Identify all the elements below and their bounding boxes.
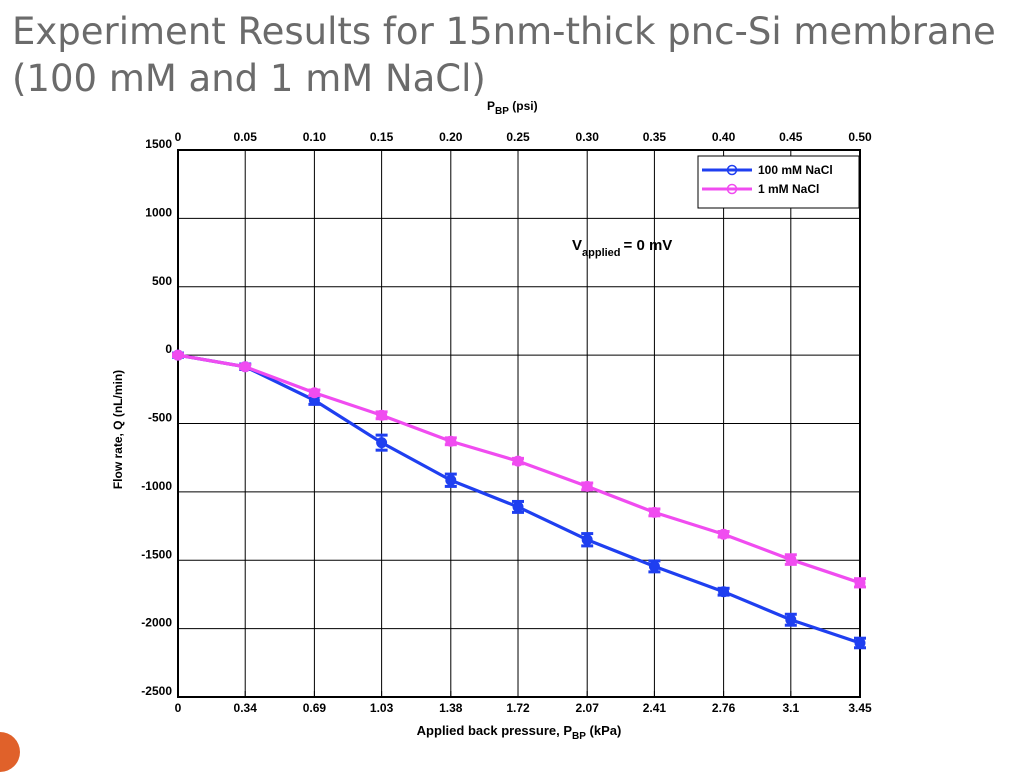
y-tick-label: 1500: [145, 137, 172, 151]
series-line: [177, 353, 861, 585]
legend-marker: [726, 164, 738, 176]
y-axis-title: Flow rate, Q (nL/min): [111, 370, 125, 489]
x-tick-label: 3.1: [782, 701, 799, 715]
y-tick-label: -2000: [141, 616, 172, 630]
data-point: [648, 560, 660, 572]
legend-label: 1 mM NaCl: [758, 182, 819, 196]
data-point: [512, 501, 524, 513]
data-point: [785, 614, 797, 626]
data-point: [581, 534, 593, 546]
x-tick-label: 0.34: [234, 701, 258, 715]
x-tick-label: 2.76: [712, 701, 736, 715]
y-tick-label: -500: [148, 411, 172, 425]
top-axis-title-main: P: [487, 99, 495, 113]
data-point: [854, 637, 866, 649]
data-point: [512, 455, 524, 467]
data-point: [239, 361, 251, 373]
y-tick-label: 1000: [145, 205, 172, 219]
data-point: [718, 528, 730, 540]
data-point: [648, 506, 660, 518]
legend-marker: [726, 183, 738, 195]
top-axis-title: PBP (psi): [487, 99, 538, 117]
y-tick-label: 500: [152, 274, 172, 288]
top-x-tick-label: 0.05: [234, 130, 258, 144]
plot-frame: [177, 149, 861, 698]
x-tick-label: 3.45: [848, 701, 872, 715]
data-point: [445, 435, 457, 447]
top-axis-title-sub: BP: [495, 106, 509, 117]
x-tick-label: 0: [175, 701, 182, 715]
data-point: [581, 480, 593, 492]
annotation-main: V: [572, 237, 582, 254]
series-line: [177, 353, 861, 645]
slide-title-line1: Experiment Results for 15nm-thick pnc-Si…: [12, 10, 996, 53]
x-tick-label: 2.41: [643, 701, 667, 715]
voltage-annotation: Vapplied = 0 mV: [572, 237, 672, 259]
annotation-rest: = 0 mV: [624, 237, 673, 254]
top-x-tick-label: 0.35: [643, 130, 667, 144]
slide-title-line2: (100 mM and 1 mM NaCl): [12, 57, 486, 100]
data-point: [785, 554, 797, 566]
data-point: [718, 586, 730, 598]
data-point: [445, 474, 457, 486]
y-tick-label: 0: [165, 342, 172, 356]
x-tick-label: 1.03: [370, 701, 394, 715]
top-x-tick-label: 0.40: [712, 130, 736, 144]
top-x-tick-label: 0.20: [439, 130, 463, 144]
slide-title: Experiment Results for 15nm-thick pnc-Si…: [12, 8, 1012, 102]
top-axis-title-unit: (psi): [509, 99, 538, 113]
x-axis-title-sub: BP: [572, 731, 586, 742]
top-x-tick-label: 0.15: [370, 130, 394, 144]
top-x-tick-label: 0.10: [303, 130, 327, 144]
series-layer: [172, 349, 866, 650]
grid-layer: [177, 149, 861, 698]
top-x-tick-label: 0.30: [576, 130, 600, 144]
x-axis-title: Applied back pressure, PBP (kPa): [417, 723, 622, 742]
x-tick-label: 0.69: [303, 701, 327, 715]
x-axis-title-unit: (kPa): [586, 723, 621, 738]
ticks-layer: 0 0 0.34 0.05 0.69 0.10 1.03 0.15 1.38 0.20 1.72 0.…: [141, 130, 872, 715]
x-tick-label: 1.72: [506, 701, 530, 715]
legend: 100 mM NaCl 1 mM NaCl: [697, 155, 860, 209]
top-x-tick-label: 0.50: [848, 130, 872, 144]
data-point: [172, 349, 184, 361]
y-tick-label: -1500: [141, 547, 172, 561]
top-x-tick-label: 0.25: [506, 130, 530, 144]
data-point: [376, 437, 388, 449]
x-axis-title-main: Applied back pressure, P: [417, 723, 573, 738]
data-point: [854, 577, 866, 589]
top-x-tick-label: 0: [175, 130, 182, 144]
data-point: [308, 387, 320, 399]
series-0: [172, 349, 866, 650]
annotation-sub: applied: [582, 247, 621, 259]
top-x-tick-label: 0.45: [779, 130, 803, 144]
data-point: [376, 409, 388, 421]
flow-rate-chart: 0 0 0.34 0.05 0.69 0.10 1.03 0.15 1.38 0.20 1.72 0.…: [111, 99, 872, 742]
legend-label: 100 mM NaCl: [758, 163, 833, 177]
y-tick-label: -1000: [141, 479, 172, 493]
legend-box: [697, 155, 860, 209]
y-tick-label: -2500: [141, 684, 172, 698]
x-tick-label: 1.38: [439, 701, 463, 715]
x-tick-label: 2.07: [576, 701, 600, 715]
series-1: [172, 349, 866, 589]
